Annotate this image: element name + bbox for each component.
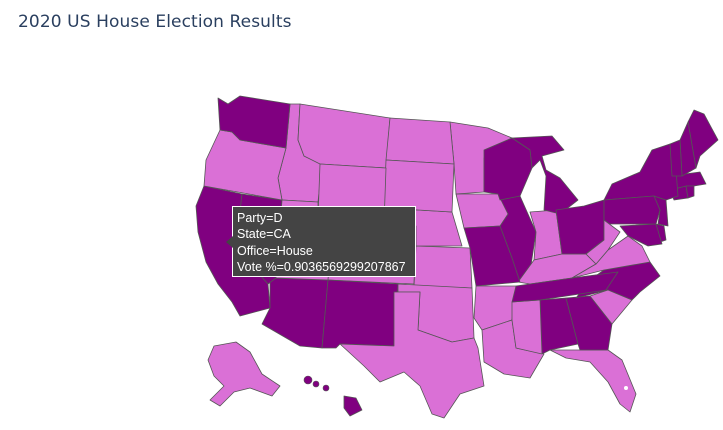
state-shape-wi[interactable] [483, 137, 533, 201]
state-shape-ms[interactable] [511, 299, 543, 355]
state-tn[interactable] [511, 271, 619, 303]
state-shape-sd[interactable] [383, 159, 455, 213]
tooltip-state: State=CA [237, 227, 291, 242]
state-ak[interactable] [207, 341, 281, 407]
state-nm[interactable] [321, 279, 399, 349]
state-island-hi-2[interactable] [322, 384, 330, 392]
state-shape-hi[interactable] [343, 395, 363, 417]
state-shape-ia[interactable] [455, 193, 509, 229]
state-ms[interactable] [511, 299, 543, 355]
state-shape-ks[interactable] [413, 245, 473, 289]
state-mi[interactable] [511, 135, 579, 215]
tooltip-pointer [226, 236, 233, 248]
state-mt[interactable] [297, 103, 391, 169]
state-shape-nd[interactable] [385, 117, 455, 165]
state-az[interactable] [261, 277, 329, 349]
state-island-hi-0[interactable] [303, 375, 313, 385]
state-shape-ak[interactable] [207, 341, 281, 407]
state-sc[interactable] [589, 289, 633, 325]
state-shape-tx[interactable] [339, 291, 485, 419]
state-shape-ny[interactable] [603, 143, 679, 201]
state-wa[interactable] [217, 95, 291, 149]
state-shape-mt[interactable] [297, 103, 391, 169]
state-shape-mo[interactable] [463, 225, 521, 287]
state-shape-tn[interactable] [511, 271, 619, 303]
state-wv[interactable] [585, 219, 621, 265]
state-pa[interactable] [603, 195, 661, 225]
state-shape-nm[interactable] [321, 279, 399, 349]
state-wi[interactable] [483, 137, 533, 201]
state-sd[interactable] [383, 159, 455, 213]
state-shape-pa[interactable] [603, 195, 661, 225]
state-shape-va[interactable] [571, 235, 651, 279]
state-shape-ri[interactable] [685, 185, 695, 199]
state-tx[interactable] [339, 291, 485, 419]
state-hi[interactable] [303, 375, 363, 417]
chart-title: 2020 US House Election Results [18, 12, 292, 32]
map-marker-dot [624, 386, 628, 390]
state-mo[interactable] [463, 225, 521, 287]
tooltip-office: Office=House [237, 243, 313, 258]
state-fl[interactable] [549, 349, 637, 413]
state-shape-wa[interactable] [217, 95, 291, 149]
hover-tooltip: Party=D State=CA Office=House Vote %=0.9… [226, 206, 416, 277]
tooltip-vote-pct: Vote %=0.9036569299207867 [237, 259, 406, 274]
tooltip-party: Party=D [237, 211, 283, 225]
state-shape-sc[interactable] [589, 289, 633, 325]
state-shape-fl[interactable] [549, 349, 637, 413]
state-shape-vt[interactable] [669, 139, 683, 177]
state-ks[interactable] [413, 245, 473, 289]
state-shape-az[interactable] [261, 277, 329, 349]
state-va[interactable] [571, 235, 651, 279]
state-island-hi-1[interactable] [312, 380, 320, 388]
state-shape-wv[interactable] [585, 219, 621, 265]
state-shape-mi[interactable] [511, 135, 579, 215]
state-ny[interactable] [603, 143, 679, 201]
state-nd[interactable] [385, 117, 455, 165]
state-vt[interactable] [669, 139, 683, 177]
state-ia[interactable] [455, 193, 509, 229]
state-ri[interactable] [685, 185, 695, 199]
